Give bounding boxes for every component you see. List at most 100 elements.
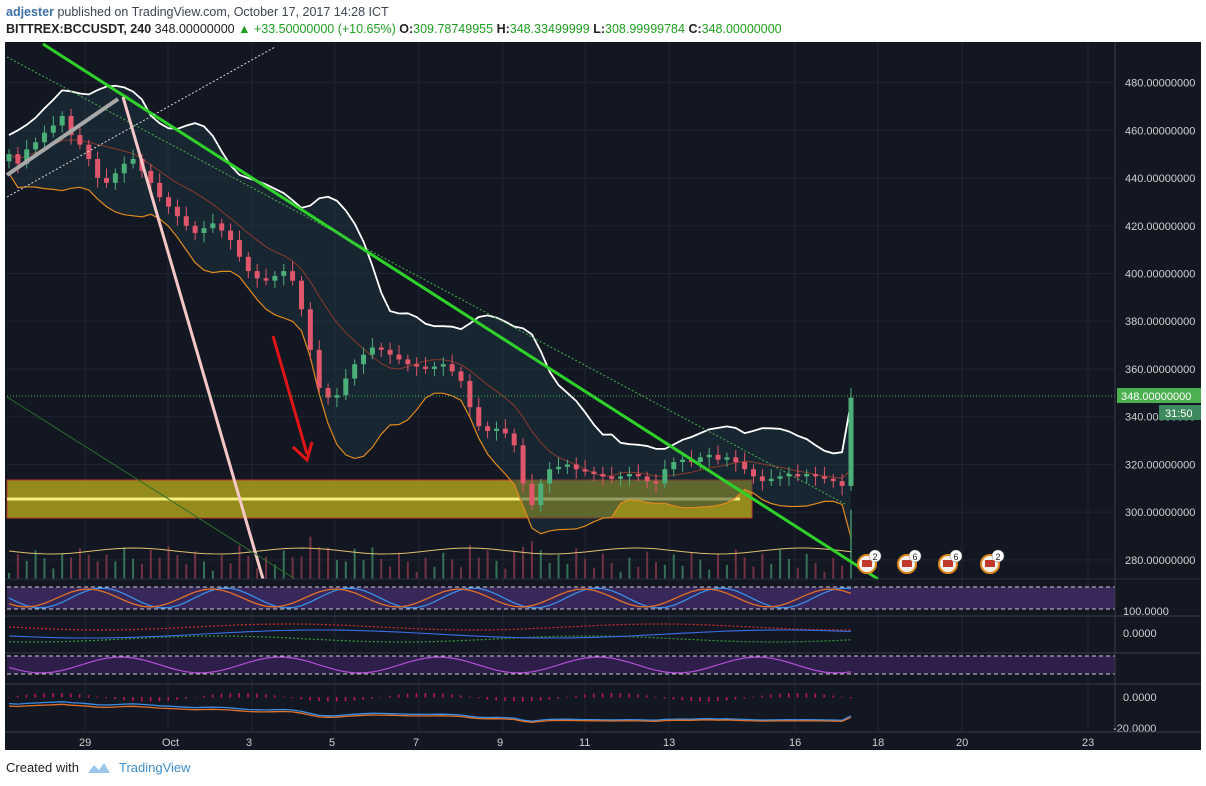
volume-bar [362,560,365,579]
countdown-text: 31:50 [1165,408,1193,420]
candle-body [449,364,455,372]
time-tick-label: 20 [956,737,968,749]
price-tick-label: 460.00000000 [1125,125,1195,137]
volume-bar [610,562,613,579]
candle-body [697,457,703,463]
event-count-text: 6 [913,552,918,562]
candle-body [724,457,730,460]
time-tick-label: 16 [789,737,801,749]
time-axis[interactable]: 29 Oct 3 5 7 9 11 13 16 18 20 23 [79,737,1094,749]
macd-histogram-bar [424,693,427,698]
macd-histogram-bar [176,697,178,700]
macd-histogram-bar [841,696,843,698]
last-price-tag [1117,388,1201,403]
candle-body [414,364,420,367]
candle-body [635,473,641,477]
candle-body [759,476,765,482]
volume-bar [717,554,720,579]
macd-histogram-bar [344,697,347,702]
volume-bar [460,567,463,579]
macd-histogram-bar [708,697,710,702]
volume-bar [123,547,126,579]
gray-channel-line[interactable] [5,97,120,177]
volume-bar [353,548,356,579]
event-count-badge [908,549,922,563]
macd-histogram-bar [584,694,586,698]
macd-histogram-bar [522,697,524,702]
volume-bar [371,547,374,579]
low-label: L: [593,22,606,36]
volume-bar [699,559,702,579]
macd-histogram-bar [114,697,116,700]
stoch-rsi-pane [5,578,1201,610]
candle-body [6,154,12,162]
candle-body [768,478,774,482]
candle-body [290,271,296,281]
volume-bar [433,566,436,579]
volume-bar [34,550,37,579]
candle-body [174,206,180,217]
white-dotted-trendline[interactable] [6,46,276,198]
macd-histogram-bar [610,693,613,698]
price-tick-label: 440.00000000 [1125,173,1195,185]
candle-body [626,473,632,477]
author-name[interactable]: adjester [6,5,54,19]
candle-body [192,225,198,233]
candle-body [272,275,278,281]
volume-bar [149,550,152,579]
candle-body [254,271,260,279]
green-trendline[interactable] [42,42,879,581]
volume-bar [513,551,516,579]
volume-bar [690,551,693,579]
volume-bar [504,568,507,579]
candle-body [343,378,349,396]
macd-histogram-bar [149,697,152,702]
rsi-pane [5,652,1201,675]
candle-body [77,135,83,145]
macd-histogram-bar [211,694,214,698]
volume-bar [779,549,782,579]
macd-histogram-bar [52,693,54,698]
candle-body [219,223,225,231]
candle-body [298,280,304,310]
macd-histogram-bar [406,693,409,698]
volume-bar [734,549,737,579]
price-axis[interactable]: 480.00000000 460.00000000 440.00000000 420.… [1125,78,1195,567]
volume-bar [708,569,711,579]
macd-histogram-bar [699,697,701,702]
price-tick-label: 480.00000000 [1125,78,1195,90]
volume-bar [265,556,268,579]
volume-bar [424,557,427,579]
published-text: published on TradingView.com, October 17… [57,5,389,19]
volume-bar [539,550,542,579]
macd-histogram-bar [61,693,63,698]
tradingview-brand-link[interactable]: TradingView [118,760,191,775]
volume-bar [584,558,587,579]
macd-histogram-bar [468,696,471,698]
time-tick-label: Oct [162,737,179,749]
candle-body [547,469,553,484]
candle-body [68,115,74,136]
pink-trendline[interactable] [121,96,265,580]
candle-body [121,163,127,174]
volume-bar [637,566,640,579]
time-tick-label: 11 [579,737,590,749]
candle-body [210,223,216,229]
volume-bar [761,553,764,579]
change-value: +33.50000000 (+10.65%) [253,22,396,36]
macd-histogram-bar [300,697,302,700]
macd-histogram-bar [796,693,799,698]
volume-bar [814,562,817,579]
candle-body [839,481,845,486]
macd-histogram-bar [513,697,515,702]
volume-bar [25,560,28,579]
candle-body [361,354,367,365]
event-badges[interactable]: 2 6 6 2 [857,549,1005,574]
macd-histogram-bar [805,693,808,698]
candle-body [307,309,313,350]
candle-body [502,428,508,434]
candle-body [369,347,375,355]
candle-body [15,154,21,164]
